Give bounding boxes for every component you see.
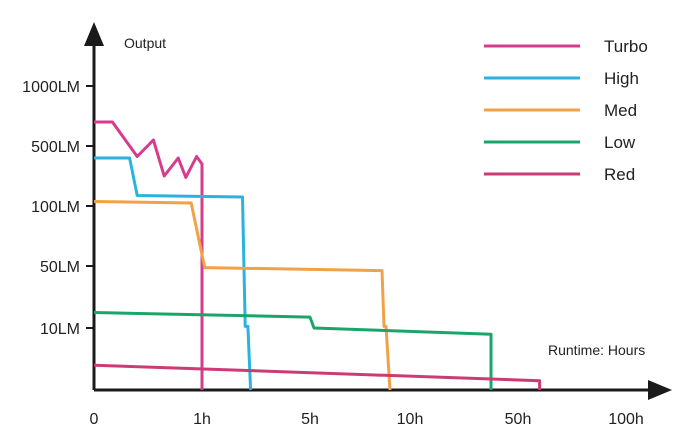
y-tick-label: 100LM (31, 199, 80, 216)
legend-label-med: Med (604, 101, 637, 120)
x-tick-label: 50h (505, 411, 532, 428)
y-axis-arrow (84, 22, 104, 46)
legend-label-turbo: Turbo (604, 37, 648, 56)
y-tick-label: 10LM (40, 321, 80, 338)
legend-label-low: Low (604, 133, 636, 152)
legend-label-red: Red (604, 165, 635, 184)
y-tick-labels: 10LM 50LM 100LM 500LM 1000LM (22, 79, 94, 338)
y-axis-title: Output (124, 35, 166, 51)
x-axis-arrow (648, 380, 672, 400)
series-line-red (93, 363, 542, 390)
legend-label-high: High (604, 69, 639, 88)
series-line-med (93, 200, 392, 391)
y-tick-label: 500LM (31, 139, 80, 156)
y-tick-label: 50LM (40, 259, 80, 276)
x-tick-label: 0 (90, 411, 99, 428)
series-line-turbo (94, 120, 204, 390)
x-axis-title: Runtime: Hours (548, 342, 645, 358)
legend: Turbo High Med Low Red (484, 37, 648, 184)
y-tick-label: 1000LM (22, 79, 80, 96)
x-tick-label: 10h (397, 411, 424, 428)
x-tick-labels: 0 1h 5h 10h 50h 100h (90, 411, 644, 428)
x-tick-label: 5h (301, 411, 319, 428)
series-line-low (93, 311, 493, 390)
series-line-high (94, 156, 253, 391)
series-lines (93, 120, 542, 391)
x-tick-label: 1h (193, 411, 211, 428)
x-tick-label: 100h (608, 411, 644, 428)
